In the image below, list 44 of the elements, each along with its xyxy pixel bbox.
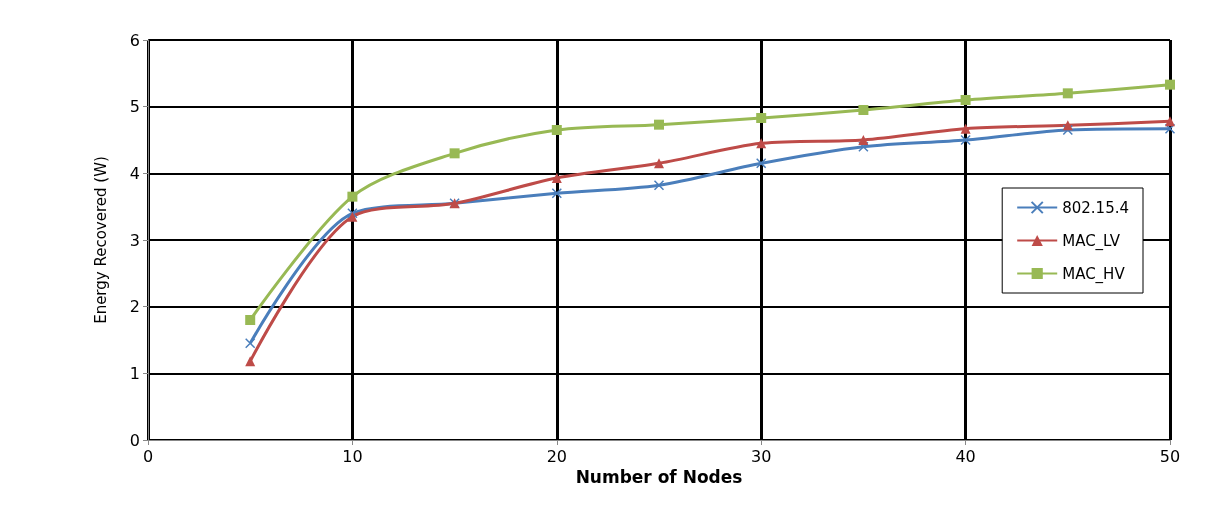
point [960, 134, 971, 146]
y-tick-label: 0 [129, 430, 140, 450]
point [858, 141, 869, 152]
legend-label: MAC_HV [1062, 264, 1126, 284]
point [551, 125, 562, 135]
point [1165, 116, 1175, 127]
x-tick-label: 50 [1159, 446, 1181, 466]
y-axis-title: Energy Recovered (W) [91, 156, 110, 324]
point [1062, 88, 1073, 99]
point [858, 105, 869, 115]
y-tick-label: 1 [129, 363, 140, 383]
point [755, 158, 767, 169]
point [756, 113, 767, 123]
point [1165, 79, 1175, 90]
point [551, 188, 563, 199]
point [244, 338, 256, 349]
point [347, 191, 358, 202]
point [960, 123, 971, 134]
x-tick-label: 10 [342, 446, 363, 466]
y-tick-label: 3 [129, 230, 140, 250]
point [1164, 123, 1176, 134]
point [1062, 120, 1073, 131]
point [245, 315, 256, 325]
point [654, 119, 664, 130]
point [653, 180, 665, 191]
y-tick-label: 2 [129, 297, 140, 317]
x-tick-label: 0 [142, 446, 154, 466]
point [245, 356, 256, 367]
point [756, 138, 767, 149]
y-tick-label: 4 [129, 163, 140, 183]
legend-label: MAC_LV [1062, 231, 1121, 251]
legend-label: 802.15.4 [1062, 198, 1129, 217]
point [551, 173, 562, 183]
point [449, 148, 460, 159]
x-tick-label: 20 [546, 446, 567, 466]
y-tick-label: 6 [129, 30, 140, 50]
y-tick-label: 5 [129, 97, 140, 117]
point [654, 158, 664, 169]
point [858, 135, 869, 145]
x-axis-title: Number of Nodes [575, 467, 743, 488]
point [1062, 124, 1074, 136]
x-tick-label: 30 [751, 446, 772, 466]
x-tick-label: 40 [955, 446, 976, 466]
point [960, 95, 971, 105]
